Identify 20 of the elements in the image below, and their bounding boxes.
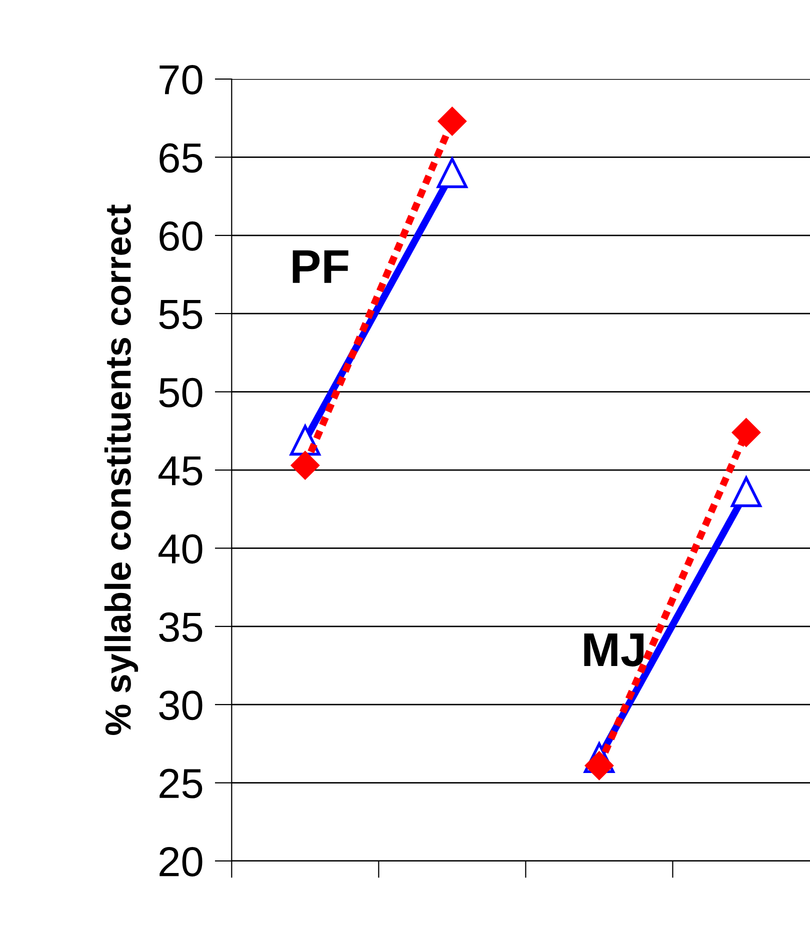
y-tick-label: 35 <box>159 612 202 642</box>
y-tick-label: 20 <box>160 846 202 876</box>
point <box>584 751 614 780</box>
y-tick-label: 45 <box>158 456 202 486</box>
annotation: MJ <box>584 633 644 666</box>
point <box>436 158 468 188</box>
y-tick-label: 60 <box>160 221 202 251</box>
y-tick-label: 25 <box>160 768 202 798</box>
annotation: PF <box>292 250 348 283</box>
y-tick-label: 40 <box>158 534 202 564</box>
y-tick-label: 65 <box>160 143 202 173</box>
y-axis-title: % syllable constituents correct <box>104 204 138 735</box>
point <box>438 106 467 136</box>
y-tick-label: 30 <box>159 690 202 720</box>
y-tick-label: 50 <box>159 378 202 408</box>
point <box>732 418 761 447</box>
point <box>290 450 320 480</box>
point <box>730 476 762 508</box>
y-tick-label: 55 <box>159 300 202 330</box>
y-tick-label: 70 <box>160 65 202 95</box>
